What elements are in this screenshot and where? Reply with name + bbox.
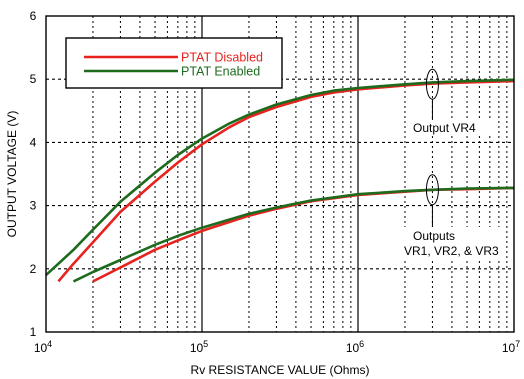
x-tick-label: 107 <box>502 339 520 355</box>
x-axis-label: Rᴠ RESISTANCE VALUE (Ohms) <box>191 363 370 377</box>
y-tick-label: 4 <box>30 135 37 149</box>
plot-frame <box>45 15 515 333</box>
y-tick-label: 5 <box>30 72 37 86</box>
x-tick-label: 106 <box>346 339 364 355</box>
tick-labels: 1 2 3 4 5 6 104 105 106 107 <box>30 9 521 355</box>
annotation-vr1-vr2-vr3: VR1, VR2, & VR3 <box>404 244 499 258</box>
y-tick-label: 1 <box>30 325 37 339</box>
legend-label-ptat-disabled: PTAT Disabled <box>181 51 263 65</box>
y-tick-label: 3 <box>30 199 37 213</box>
y-tick-label: 2 <box>30 262 37 276</box>
series-line-ptat-enabled-3 <box>72 186 515 283</box>
annotations: Output VR4 Outputs VR1, VR2, & VR3 <box>400 68 500 259</box>
annotation-outputs-label: Outputs <box>413 229 455 243</box>
series-line-ptat-enabled-1 <box>45 78 515 277</box>
legend-box <box>65 37 283 89</box>
legend-label-ptat-enabled: PTAT Enabled <box>181 65 260 79</box>
annotation-background-vr4 <box>410 120 492 136</box>
y-axis-label: OUTPUT VOLTAGE (V) <box>5 111 19 238</box>
annotation-background-vr123 <box>400 227 500 259</box>
annotation-output-vr4: Output VR4 <box>413 121 476 135</box>
series-layer <box>45 78 515 283</box>
x-tick-label: 104 <box>34 339 52 355</box>
legend: PTAT Disabled PTAT Enabled <box>65 37 283 89</box>
y-tick-label: 6 <box>30 9 37 23</box>
x-tick-label: 105 <box>190 339 208 355</box>
